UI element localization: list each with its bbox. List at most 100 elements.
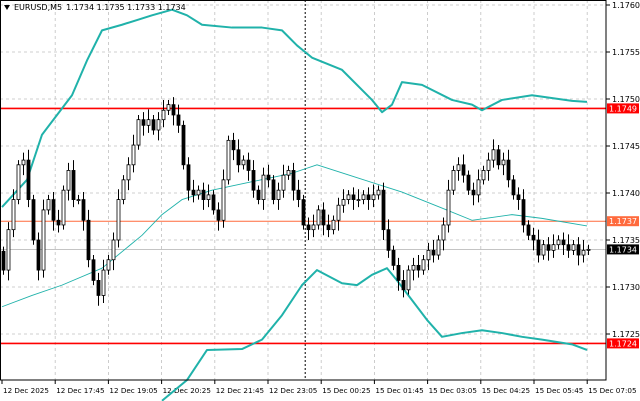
bull-candle-body	[541, 244, 546, 256]
bear-candle-body	[391, 249, 396, 266]
bear-candle-body	[141, 119, 146, 126]
bull-candle-body	[11, 199, 16, 231]
candle	[566, 234, 571, 258]
x-tick-label: 15 Dec 04:25	[482, 386, 530, 395]
candle	[501, 152, 506, 176]
bull-candle-body	[586, 248, 591, 251]
candle	[546, 237, 551, 261]
candle	[491, 139, 496, 168]
bear-candle-body	[231, 139, 236, 151]
bull-candle-body	[46, 199, 51, 211]
candle	[291, 162, 296, 201]
bull-candle-body	[136, 119, 141, 146]
candle	[11, 189, 16, 238]
bear-candle-body	[151, 119, 156, 131]
candle	[301, 194, 306, 230]
bear-candle-body	[351, 194, 356, 200]
bull-candle-body	[486, 159, 491, 171]
candle	[56, 209, 61, 233]
bear-candle-body	[51, 199, 56, 221]
bear-candle-body	[326, 224, 331, 231]
bear-candle-body	[71, 170, 76, 200]
bear-candle-body	[176, 114, 181, 126]
bear-candle-body	[181, 124, 186, 166]
bear-candle-body	[201, 189, 206, 200]
candle	[421, 255, 426, 275]
candle	[551, 234, 556, 258]
level-price-tag: 1.1737	[609, 217, 637, 226]
candle	[146, 109, 151, 133]
bear-candle-body	[321, 209, 326, 226]
bull-candle-body	[426, 249, 431, 261]
candle	[181, 120, 186, 170]
candle	[401, 270, 406, 298]
bear-candle-body	[236, 149, 241, 166]
candle	[391, 245, 396, 271]
bull-candle-body	[476, 179, 481, 196]
bear-candle-body	[216, 209, 221, 221]
y-tick-label: 1.1760	[612, 1, 640, 10]
candle	[381, 182, 386, 240]
bull-candle-body	[556, 239, 561, 246]
candle	[211, 190, 216, 215]
candle	[51, 192, 56, 231]
candle	[191, 179, 196, 203]
bear-candle-body	[531, 234, 536, 241]
candle	[436, 235, 441, 260]
bollinger-lower	[161, 267, 588, 401]
bull-candle-body	[456, 164, 461, 171]
candle	[451, 165, 456, 195]
bull-candle-body	[106, 259, 111, 271]
candle	[236, 139, 241, 173]
bull-candle-body	[451, 170, 456, 191]
candle	[586, 244, 591, 256]
candle	[576, 237, 581, 266]
candle	[26, 149, 31, 208]
bear-candle-body	[1, 250, 6, 271]
bear-candle-body	[31, 199, 36, 241]
candle	[246, 152, 251, 181]
bear-candle-body	[366, 194, 371, 200]
chart-title: EURUSD,M5 1.1734 1.1735 1.1733 1.1734	[4, 3, 186, 12]
candle	[286, 165, 291, 180]
candle	[106, 255, 111, 275]
bear-candle-body	[431, 249, 436, 256]
bull-candle-body	[21, 159, 26, 166]
candle	[416, 255, 421, 278]
bull-candle-body	[411, 264, 416, 271]
bear-candle-body	[386, 229, 391, 251]
candle	[336, 197, 341, 231]
candle	[541, 240, 546, 260]
bear-candle-body	[401, 280, 406, 291]
candle	[91, 255, 96, 286]
candle	[581, 240, 586, 263]
bull-candle-body	[421, 259, 426, 271]
bollinger-upper	[1, 8, 588, 208]
bear-candle-body	[561, 239, 566, 246]
candle	[376, 185, 381, 200]
candle	[151, 114, 156, 135]
y-tick-label: 1.1745	[612, 142, 640, 151]
bear-candle-body	[381, 189, 386, 231]
x-tick-label: 12 Dec 21:45	[216, 386, 264, 395]
dropdown-triangle-icon[interactable]	[4, 5, 10, 10]
bear-candle-body	[171, 104, 176, 116]
bull-candle-body	[581, 249, 586, 256]
bull-candle-body	[161, 109, 166, 121]
candle	[6, 222, 11, 281]
bull-candle-body	[101, 269, 106, 296]
candle	[571, 240, 576, 256]
bear-candle-body	[536, 239, 541, 256]
candle	[486, 152, 491, 181]
bull-candle-body	[436, 239, 441, 256]
bull-candle-body	[551, 244, 556, 251]
bear-candle-body	[56, 219, 61, 226]
candle	[441, 217, 446, 251]
candle	[226, 135, 231, 185]
bull-candle-body	[76, 199, 81, 201]
candle	[476, 169, 481, 203]
candle	[96, 272, 101, 306]
bull-candle-body	[66, 170, 71, 191]
bull-candle-body	[241, 159, 246, 166]
